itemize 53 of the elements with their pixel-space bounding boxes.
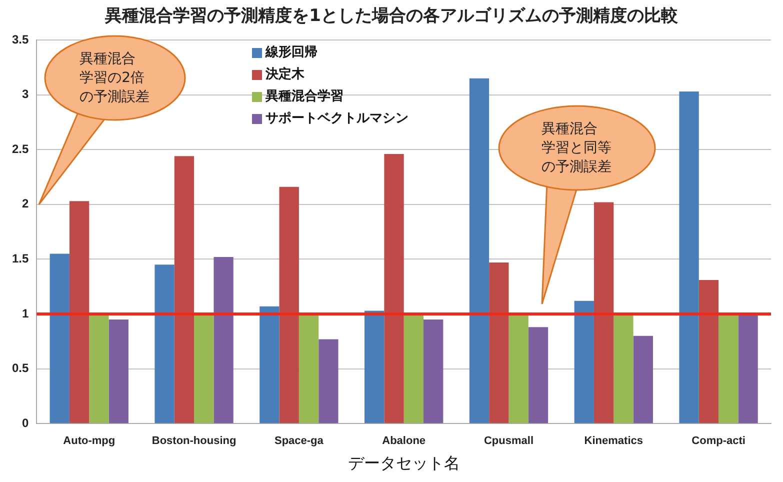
bar [108, 319, 128, 424]
bar [364, 310, 384, 424]
x-tick-label: Space-ga [274, 435, 324, 448]
bar [508, 314, 528, 424]
chart-title: 異種混合学習の予測精度を1とした場合の各アルゴリズムの予測精度の比較 [104, 5, 679, 27]
y-tick-label: 0 [22, 416, 29, 430]
bar [214, 257, 234, 424]
y-tick-label: 1.5 [12, 252, 29, 266]
bar [738, 314, 758, 424]
y-tick-label: 1 [22, 306, 29, 320]
y-tick-label: 2.5 [12, 142, 29, 156]
bar [469, 78, 490, 424]
bar [298, 314, 319, 424]
x-tick-label: Abalone [382, 435, 426, 448]
y-tick-label: 3 [22, 87, 29, 102]
bar [69, 201, 90, 424]
legend-label: 決定木 [266, 66, 305, 84]
x-tick-label: Auto-mpg [63, 435, 116, 448]
speech-bubble: 異種混合学習と同等の予測誤差 [496, 104, 657, 306]
bar [260, 306, 280, 424]
bar [614, 314, 634, 424]
bar [174, 156, 194, 424]
bar [384, 154, 404, 424]
bar [698, 280, 719, 424]
bar [718, 314, 738, 424]
bar [594, 202, 614, 424]
bar [154, 264, 174, 424]
bar [679, 92, 699, 424]
y-tick-label: 3.5 [12, 32, 29, 46]
bar [89, 314, 109, 424]
y-tick-label: 2 [22, 196, 29, 211]
x-tick-label: Kinematics [584, 435, 643, 448]
x-tick-label: Comp-acti [692, 435, 746, 448]
bar [194, 314, 214, 424]
bar [279, 186, 299, 424]
legend-label: 線形回帰 [266, 44, 318, 62]
bar [489, 262, 509, 424]
bar [424, 319, 444, 424]
bar [574, 300, 594, 424]
bar [318, 339, 338, 424]
legend-label: 異種混合学習 [266, 88, 344, 106]
annotation: 異種混合学習の2倍の予測誤差 [80, 50, 150, 106]
x-tick-label: Boston-housing [152, 435, 236, 448]
legend-label: サポートベクトルマシン [266, 110, 409, 128]
x-axis-title: データセット名 [348, 454, 460, 473]
annotation: 異種混合学習と同等の予測誤差 [542, 120, 612, 176]
bar [404, 314, 424, 424]
bar [633, 336, 653, 424]
bar [528, 327, 548, 424]
y-tick-label: 0.5 [12, 361, 29, 376]
x-tick-label: Cpusmall [484, 435, 534, 448]
speech-bubble: 異種混合学習の2倍の予測誤差 [36, 34, 187, 206]
bar [50, 254, 70, 424]
